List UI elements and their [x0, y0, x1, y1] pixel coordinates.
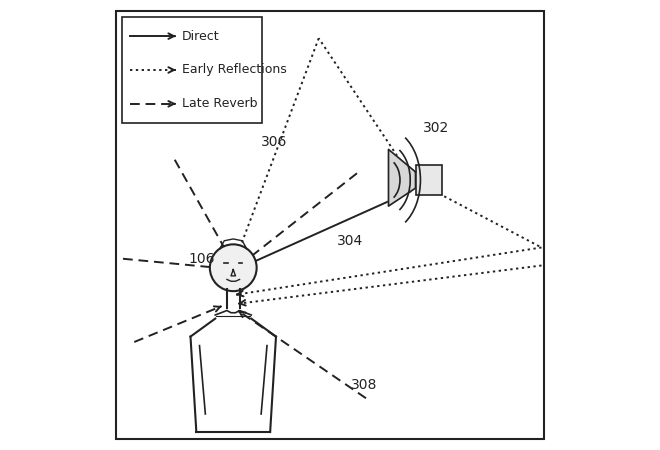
- Circle shape: [210, 244, 257, 291]
- Text: 106: 106: [189, 252, 215, 266]
- Polygon shape: [389, 149, 416, 206]
- Text: Late Reverb: Late Reverb: [182, 97, 257, 110]
- Text: 306: 306: [261, 135, 287, 149]
- FancyBboxPatch shape: [122, 17, 261, 123]
- Text: Early Reflections: Early Reflections: [182, 63, 286, 76]
- Bar: [416, 166, 442, 194]
- Text: 302: 302: [422, 121, 449, 135]
- Text: Direct: Direct: [182, 30, 219, 43]
- Text: 304: 304: [337, 234, 364, 248]
- Text: 308: 308: [350, 378, 377, 392]
